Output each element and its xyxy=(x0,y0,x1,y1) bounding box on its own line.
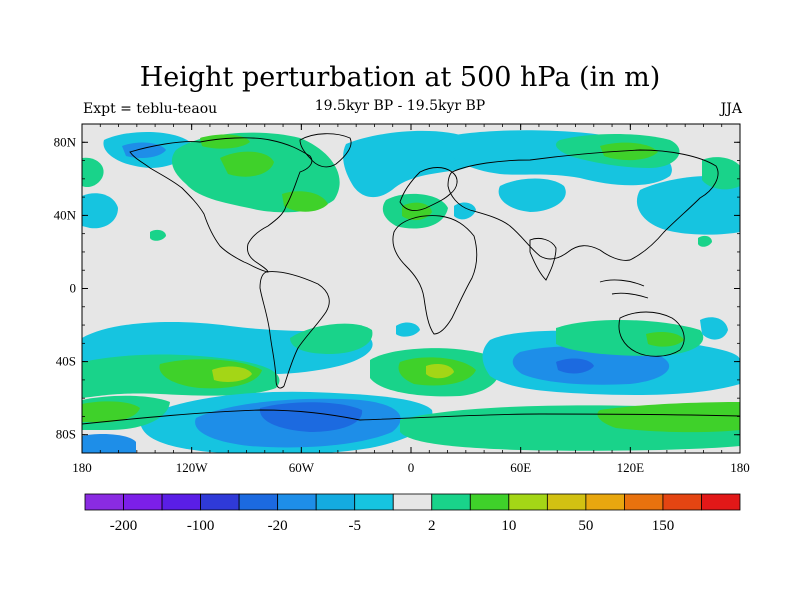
axis-ticks: 80N 40N 0 40S 80S 180 120W 60W 0 60E 120E 180 xyxy=(54,123,750,475)
coast-australia xyxy=(618,311,685,357)
field-nh-teal-small-2 xyxy=(698,235,712,247)
field-nh-green-core-2 xyxy=(282,191,328,212)
field-nh-teal-small xyxy=(150,229,166,241)
coast-south-america xyxy=(259,271,330,389)
colorbar-swatch xyxy=(585,493,625,511)
colorbar-label: -20 xyxy=(268,518,288,534)
y-tick-label: 80S xyxy=(56,427,76,442)
field-sh-yellowgreen-atlantic xyxy=(426,364,454,379)
y-tick-label: 40S xyxy=(56,354,76,369)
map-title: Height perturbation at 500 hPa (in m) xyxy=(139,62,661,93)
coast-india xyxy=(529,237,557,281)
x-tick-label: 120E xyxy=(617,460,645,475)
field-sh-green-westpacific xyxy=(82,401,140,423)
colorbar-swatch xyxy=(546,493,587,511)
field-nh-light-blue-pacific xyxy=(636,175,740,235)
x-tick-label: 60W xyxy=(289,460,315,475)
colorbar-label: 10 xyxy=(501,518,516,534)
colorbar-swatch xyxy=(277,493,317,511)
field-nh-mid-blue-west xyxy=(122,142,166,158)
x-tick-label: 60E xyxy=(510,460,531,475)
x-tick-label: 120W xyxy=(176,460,209,475)
colorbar-swatch xyxy=(469,493,510,511)
field-sh-light-blue-australia xyxy=(700,317,728,340)
coastlines xyxy=(82,133,740,425)
field-sh-green-antarctic-east xyxy=(597,402,740,433)
field-sh-teal-australia xyxy=(556,319,704,356)
field-sh-deep-blue-antarctic xyxy=(259,402,363,432)
y-tick-label: 40N xyxy=(54,207,77,222)
colorbar-label: -100 xyxy=(187,518,215,534)
field-sh-yellowgreen-pacific xyxy=(212,366,252,382)
field-nh-green-core xyxy=(220,151,274,177)
colorbar-swatch xyxy=(161,493,201,511)
colorbar: -200 -100 -20 -5 2 10 50 150 xyxy=(84,493,741,534)
coast-asia xyxy=(447,149,719,261)
colorbar-swatch xyxy=(701,493,741,511)
field-sh-deep-blue-indian xyxy=(556,358,594,374)
colorbar-label: -200 xyxy=(110,518,138,534)
coast-africa xyxy=(392,215,478,335)
colorbar-label: -5 xyxy=(348,518,361,534)
colorbar-label: 150 xyxy=(652,518,675,534)
field-nh-light-blue-middle xyxy=(498,178,566,212)
colorbar-swatch xyxy=(84,493,124,511)
field-sh-green-australia xyxy=(646,332,684,347)
y-tick-label: 0 xyxy=(70,281,77,296)
colorbar-swatch xyxy=(431,493,471,511)
coast-greenland xyxy=(299,133,352,168)
x-tick-label: 0 xyxy=(408,460,415,475)
field-sh-mid-blue-polar-west xyxy=(82,434,136,453)
colorbar-swatch xyxy=(354,493,394,511)
perturbation-fields xyxy=(82,130,740,453)
map-subtitle: 19.5kyr BP - 19.5kyr BP xyxy=(314,98,486,114)
colorbar-swatch xyxy=(200,493,240,511)
coast-europe xyxy=(399,167,458,211)
field-nh-light-blue-atlantic xyxy=(82,193,118,229)
colorbar-swatch xyxy=(392,493,433,511)
coast-antarctica xyxy=(82,409,740,425)
y-tick-label: 80N xyxy=(54,134,77,149)
field-nh-teal-pacific-east xyxy=(82,157,104,188)
x-tick-label: 180 xyxy=(730,460,750,475)
colorbar-swatch xyxy=(315,493,356,511)
field-nh-light-blue-small xyxy=(454,202,476,220)
coast-north-america xyxy=(129,137,313,273)
colorbar-swatch xyxy=(123,493,163,511)
colorbar-swatch xyxy=(508,493,548,511)
colorbar-swatch xyxy=(624,493,664,511)
colorbar-swatch xyxy=(662,493,702,511)
experiment-label: Expt = teblu-teaou xyxy=(83,101,218,117)
colorbar-swatch xyxy=(238,493,279,511)
season-label: JJA xyxy=(720,101,742,117)
colorbar-label: 50 xyxy=(578,518,593,534)
x-tick-label: 180 xyxy=(72,460,92,475)
field-nh-green-asia-core xyxy=(600,142,658,161)
field-nh-teal-pacific-east-2 xyxy=(702,157,740,190)
coast-indonesia xyxy=(599,279,649,299)
colorbar-label: 2 xyxy=(428,518,436,534)
field-tropic-light-blue-small xyxy=(396,322,420,337)
